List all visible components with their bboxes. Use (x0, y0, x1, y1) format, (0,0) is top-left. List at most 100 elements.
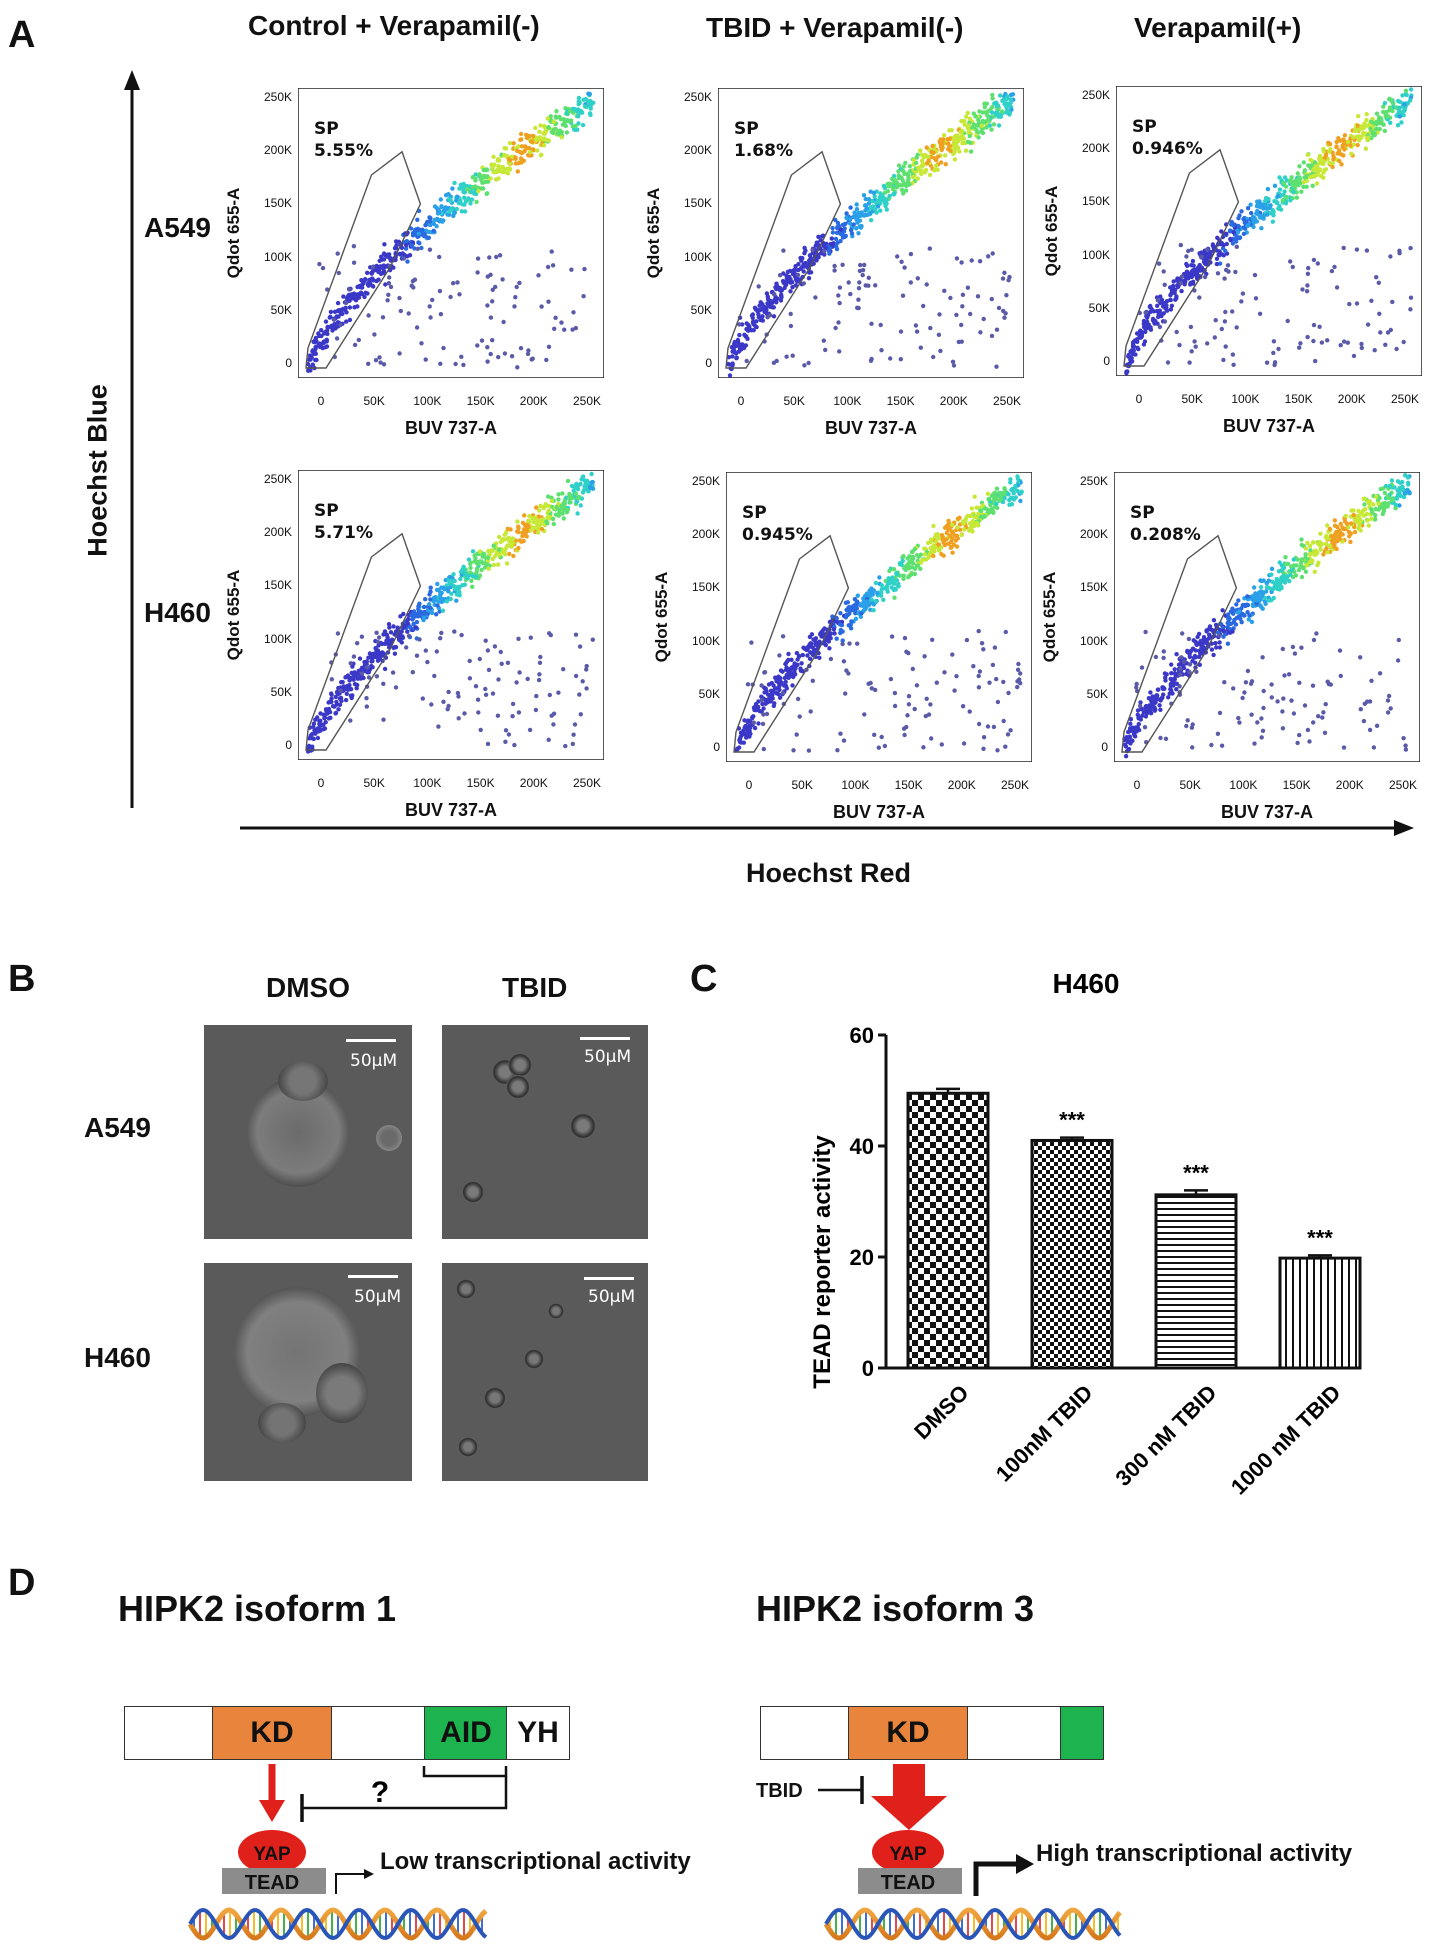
sp-gate (733, 534, 850, 753)
y-tick-label: 200K (691, 527, 720, 542)
sp-title: SP (1132, 117, 1157, 137)
x-tick-label: 250K (572, 394, 602, 408)
y-tick-label: 50K (270, 684, 292, 699)
x-tick-label: 100K (413, 394, 442, 408)
x-tick-label: 250K (1000, 778, 1030, 792)
sp-gate-label: SP 0.945% (742, 502, 813, 546)
x-tick-label: 0 (317, 394, 325, 408)
panel-b-col-dmso: DMSO (266, 972, 350, 1003)
flow-plot-r1-c1: SP 0.945% 250K 200K 150K 100K 50K 0 0 50K 100K 150K… (652, 472, 1032, 822)
micrograph-a549-dmso: 50μM (204, 1025, 412, 1239)
tbid-label: TBID (756, 1780, 803, 1802)
y-tick-label: 50K (1088, 300, 1110, 315)
yh-label: YH (517, 1716, 559, 1749)
y-tick-label: 50K (1086, 686, 1108, 701)
flow-plot-area (726, 472, 1032, 762)
x-tick-label: 0 (317, 776, 325, 790)
sp-title: SP (1130, 503, 1155, 523)
y-tick-label: 100K (1081, 247, 1110, 262)
y-tick-label: 150K (263, 196, 292, 211)
plot-x-axis-label: BUV 737-A (832, 802, 926, 822)
y-tick-label: 150K (1079, 580, 1108, 595)
aid-yh-bracket (422, 1766, 508, 1778)
isoform1-activity-text: Low transcriptional activity (380, 1848, 691, 1875)
y-tick-label: 200K (1081, 141, 1110, 156)
x-tick-label: 50K (363, 776, 385, 790)
isoform3-kd-domain: KD (848, 1706, 968, 1760)
x-tick-label: 250K (1390, 392, 1420, 406)
bar-0 (906, 1091, 990, 1370)
sp-percentage: 0.945% (742, 525, 813, 545)
plot-y-axis-label: Qdot 655-A (224, 569, 243, 661)
y-tick-label: 100K (263, 631, 292, 646)
plot-x-axis-label: BUV 737-A (404, 800, 498, 820)
yap-label: YAP (253, 1844, 291, 1865)
tead-bar-chart: H460 TEAD reporter activity 0 20 40 60 DMSO *… (809, 968, 1362, 1500)
flow-plot-area (298, 88, 604, 378)
y-tick-label: 0 (713, 740, 720, 754)
y-tick-label: 250K (1079, 474, 1108, 488)
x-tick-label: 0 (737, 394, 745, 408)
panel-a-big-axes (124, 70, 1414, 836)
sp-gate (725, 150, 842, 369)
isoform1-yh-domain: YH (506, 1706, 570, 1760)
y-tick-label: 250K (263, 90, 292, 104)
y-tick-label: 60 (850, 1023, 874, 1048)
y-tick-label: 40 (850, 1134, 874, 1159)
flow-plot-area (1116, 86, 1422, 376)
sp-gate (305, 150, 422, 369)
x-tick-label: 100K (413, 776, 442, 790)
plot-y-axis-label: Qdot 655-A (652, 571, 671, 663)
sp-percentage: 5.71% (314, 523, 373, 543)
sp-gate (1121, 534, 1238, 753)
x-tick-label: 50K (783, 394, 805, 408)
sp-percentage: 1.68% (734, 141, 793, 161)
tead-label: TEAD (245, 1872, 299, 1894)
plot-x-axis-label: BUV 737-A (1222, 416, 1316, 436)
x-tick-label: 150K (466, 776, 495, 790)
flow-plot-r1-c0: SP 5.71% 250K 200K 150K 100K 50K 0 0 50K 100K 150K 2… (224, 470, 604, 820)
isoform3-title: HIPK2 isoform 3 (756, 1588, 1035, 1629)
y-tick-label: 0 (285, 356, 292, 370)
sp-gate (305, 532, 422, 751)
y-tick-label: 20 (850, 1245, 874, 1270)
x-tick-label: 100K (1231, 392, 1260, 406)
micrograph-h460-dmso: 50μM (204, 1263, 412, 1481)
x-tick-label: 150K (1282, 778, 1311, 792)
x-tick-label: 200K (947, 778, 976, 792)
isoform3-activation-arrow (871, 1764, 947, 1830)
sp-title: SP (734, 119, 759, 139)
y-tick-label: 0 (1101, 740, 1108, 754)
category-label: 100nM TBID (991, 1380, 1098, 1487)
flow-plot-r0-c0: SP 5.55% 250K 200K 150K 100K 50K 0 0 50K 100K 150K 2… (224, 88, 604, 438)
x-tick-label: 150K (466, 394, 495, 408)
y-tick-label: 100K (263, 249, 292, 264)
panel-b-row-h460: H460 (84, 1342, 151, 1373)
significance-mark: *** (1183, 1160, 1209, 1185)
x-tick-label: 200K (1335, 778, 1364, 792)
category-label: 300 nM TBID (1110, 1380, 1221, 1491)
plot-y-axis-label: Qdot 655-A (1040, 571, 1059, 663)
x-tick-label: 50K (1181, 392, 1203, 406)
plot-x-axis-label: BUV 737-A (824, 418, 918, 438)
sp-gate-label: SP 1.68% (734, 118, 793, 162)
isoform1-yap (238, 1830, 306, 1874)
isoform3-aid-domain (1060, 1706, 1104, 1760)
x-tick-label: 150K (1284, 392, 1313, 406)
y-tick-label: 50K (270, 302, 292, 317)
sp-gate (1123, 148, 1240, 367)
isoform3-dna-strand-b (824, 1908, 1122, 1940)
tead-label: TEAD (881, 1872, 935, 1894)
sp-title: SP (742, 503, 767, 523)
significance-mark: *** (1059, 1108, 1085, 1133)
y-tick-label: 150K (691, 580, 720, 595)
panel-a-letter: A (8, 14, 36, 56)
panel-a-col-title-1: Control + Verapamil(-) (248, 10, 540, 41)
bar-2 (1154, 1193, 1238, 1370)
flow-plot-r0-c2: SP 0.946% 250K 200K 150K 100K 50K 0 0 50K 100K 150K… (1042, 86, 1422, 436)
sp-percentage: 5.55% (314, 141, 373, 161)
sp-gate-label: SP 0.946% (1132, 116, 1203, 160)
y-tick-label: 200K (683, 143, 712, 158)
y-tick-label: 0 (285, 738, 292, 752)
panel-a-col-title-2: TBID + Verapamil(-) (706, 12, 964, 43)
